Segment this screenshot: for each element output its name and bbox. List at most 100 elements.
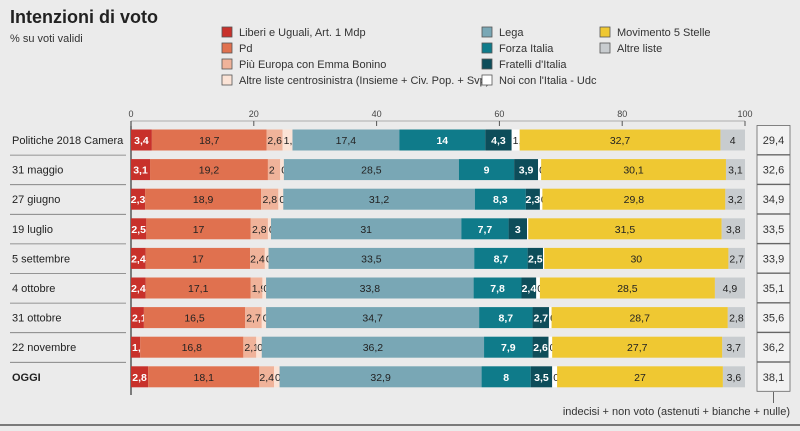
bar-segment xyxy=(150,159,268,181)
bar-segment xyxy=(262,277,267,299)
side-value-box xyxy=(756,125,791,155)
data-label: 2,3 xyxy=(526,194,541,206)
bar-segment xyxy=(722,366,745,388)
bar-segment xyxy=(474,247,528,269)
bar-row: 31 ottobre2,116,52,70,734,78,72,70,428,7… xyxy=(10,302,791,333)
bar-segment xyxy=(148,366,260,388)
data-label: 2,7 xyxy=(729,253,744,265)
bar-segment xyxy=(131,366,149,388)
data-label: 33,8 xyxy=(360,283,381,295)
data-label: 30,1 xyxy=(623,165,644,177)
bar-row: 5 settembre2,4172,40,633,58,72,50,2302,7… xyxy=(10,243,791,274)
data-label: 19,2 xyxy=(199,165,220,177)
data-label: 17,1 xyxy=(188,283,209,295)
side-value-box xyxy=(756,154,791,185)
legend-label: Forza Italia xyxy=(499,43,554,55)
legend-swatch xyxy=(481,26,493,38)
bar-segment xyxy=(267,159,281,181)
data-label: 2,8 xyxy=(729,313,744,325)
x-tick-label: 0 xyxy=(128,109,133,119)
data-label: 3,6 xyxy=(727,372,742,384)
bar-segment xyxy=(536,277,540,299)
bar-segment xyxy=(541,159,726,181)
bar-segment xyxy=(484,336,533,358)
bar-segment xyxy=(270,218,462,240)
legend-swatch xyxy=(599,26,611,38)
data-label: 29,8 xyxy=(624,194,645,206)
side-value-box xyxy=(756,184,791,215)
category-label: 19 luglio xyxy=(12,224,53,236)
bar-segment xyxy=(250,277,263,299)
bar-segment xyxy=(551,307,728,329)
bar-segment xyxy=(514,159,539,181)
x-tick-label: 40 xyxy=(372,109,382,119)
data-label: 2,4 xyxy=(131,253,146,265)
data-label: 18,7 xyxy=(199,135,220,147)
data-label: 31,2 xyxy=(369,194,390,206)
data-label: 2,8 xyxy=(262,194,277,206)
side-value: 38,1 xyxy=(763,372,784,384)
bar-segment xyxy=(399,129,486,151)
bar-segment xyxy=(140,336,244,358)
data-label: 18,1 xyxy=(194,372,215,384)
data-label: 2,8 xyxy=(252,224,267,236)
bar-segment xyxy=(274,366,280,388)
category-label: 22 novembre xyxy=(12,342,76,354)
bar-segment xyxy=(521,277,537,299)
data-label: 17,4 xyxy=(336,135,357,147)
data-label: 28,5 xyxy=(617,283,638,295)
bar-segment xyxy=(544,247,729,269)
data-label: 30 xyxy=(630,253,642,265)
side-value: 35,6 xyxy=(763,313,784,325)
bar-segment xyxy=(722,336,745,358)
bar-segment xyxy=(280,159,284,181)
data-label: 2 xyxy=(269,165,275,177)
x-tick-label: 20 xyxy=(249,109,259,119)
side-value: 34,9 xyxy=(763,194,784,206)
data-label: 4 xyxy=(730,135,736,147)
chart-subtitle: % su voti validi xyxy=(10,33,83,45)
bar-segment xyxy=(261,188,279,210)
bar-segment xyxy=(552,366,558,388)
data-label: 33,5 xyxy=(361,253,382,265)
bar-segment xyxy=(145,188,262,210)
bar-segment xyxy=(461,218,509,240)
data-label: 3,8 xyxy=(726,224,741,236)
bar-segment xyxy=(245,307,262,329)
legend-label: Fratelli d'Italia xyxy=(499,59,567,71)
legend-swatch xyxy=(481,74,493,86)
data-label: 7,8 xyxy=(490,283,505,295)
bar-segment xyxy=(250,247,265,269)
legend-label: Altre liste xyxy=(617,43,662,55)
data-label: 8,7 xyxy=(499,313,514,325)
side-value: 33,5 xyxy=(763,224,784,236)
bar-segment xyxy=(131,307,144,329)
data-label: 32,9 xyxy=(370,372,391,384)
bars: Politiche 2018 Camera 3,4 18,7 2,6 1,6 17,4 14… xyxy=(10,125,791,403)
category-label: Politiche 2018 Camera xyxy=(12,135,124,147)
legend: Liberi e Uguali, Art. 1 Mdp Pd Più Europa … xyxy=(221,26,711,87)
side-value-box xyxy=(756,302,791,333)
side-value: 33,9 xyxy=(763,253,784,265)
bar-segment xyxy=(714,277,745,299)
data-label: 2,6 xyxy=(267,135,282,147)
bar-segment xyxy=(261,336,485,358)
side-value: 29,4 xyxy=(763,135,784,147)
bar-segment xyxy=(725,188,745,210)
bar-segment xyxy=(131,218,147,240)
legend-label: Noi con l'Italia - Udc xyxy=(499,75,597,87)
data-label: 32,7 xyxy=(610,135,631,147)
bar-segment xyxy=(268,247,475,269)
data-label: 36,2 xyxy=(363,342,384,354)
bar-segment xyxy=(131,159,151,181)
data-label: 3,4 xyxy=(134,135,149,147)
data-label: 8,3 xyxy=(493,194,508,206)
chart-title: Intenzioni di voto xyxy=(10,7,158,27)
data-label: 17 xyxy=(192,253,204,265)
side-value: 36,2 xyxy=(763,342,784,354)
data-label: 2,5 xyxy=(528,253,543,265)
bar-segment xyxy=(283,188,475,210)
bar-segment xyxy=(151,129,267,151)
bar-segment xyxy=(278,188,284,210)
